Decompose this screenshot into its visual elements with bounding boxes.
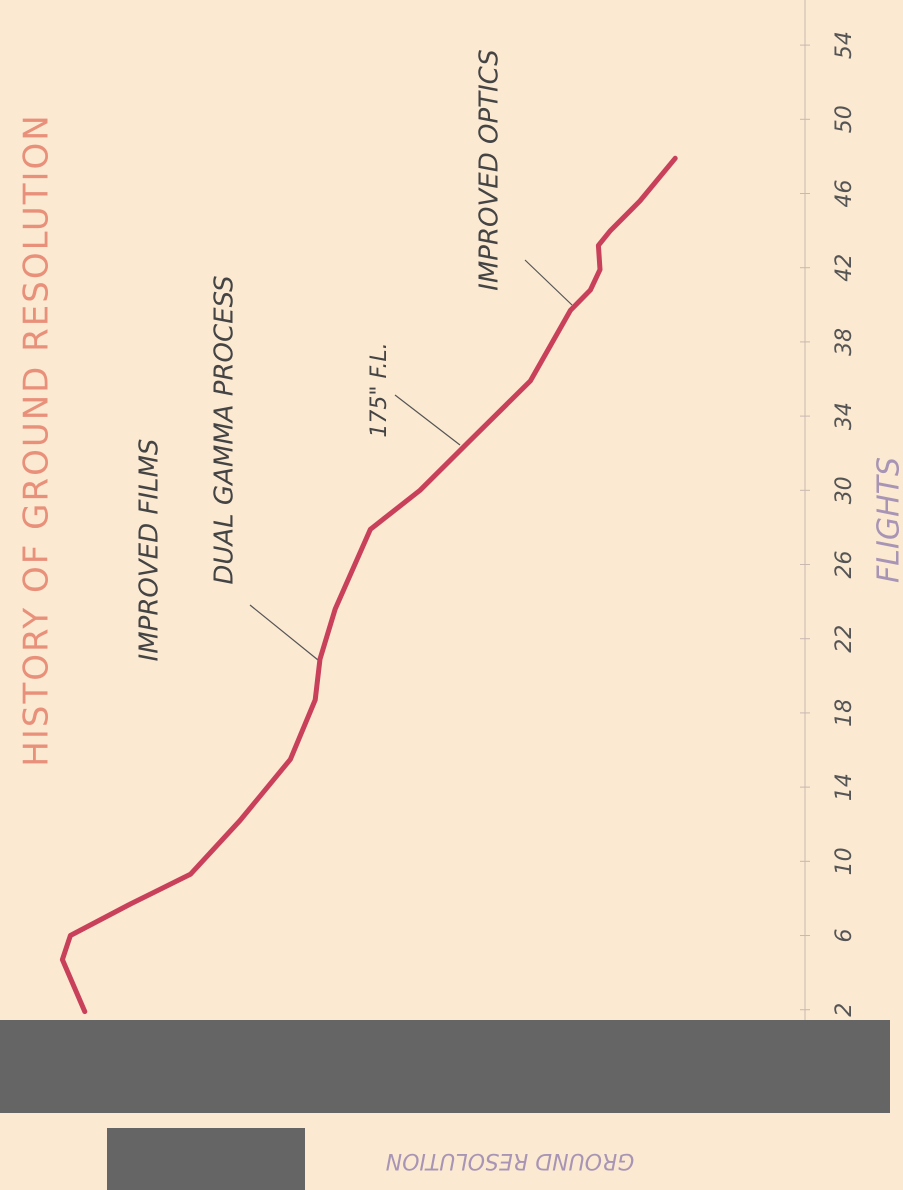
- annotation-arrows: [249, 259, 573, 661]
- x-tick-label: 30: [832, 476, 857, 504]
- x-tick-label: 42: [832, 254, 857, 282]
- x-tick-label: 22: [832, 625, 857, 653]
- y-axis-label: GROUND RESOLUTION: [386, 1148, 635, 1173]
- x-tick-label: 50: [832, 105, 857, 133]
- arrow: [394, 394, 461, 446]
- annotation: IMPROVED FILMS: [135, 439, 165, 662]
- redaction: [107, 1128, 305, 1190]
- x-tick-label: 18: [832, 699, 857, 727]
- x-tick-label: 34: [832, 402, 857, 430]
- redaction: [0, 1020, 890, 1113]
- x-tick-label: 26: [832, 551, 857, 579]
- x-tick-label: 14: [832, 773, 857, 801]
- x-tick-label: 6: [832, 929, 857, 943]
- annotation: 175" F.L.: [367, 342, 392, 437]
- x-tick-label: 38: [832, 328, 857, 356]
- x-tick-label: 10: [832, 847, 857, 875]
- x-tick-label: 2: [832, 1003, 857, 1017]
- line-series: [59, 155, 678, 1015]
- arrow: [524, 259, 573, 306]
- x-axis-label: FLIGHTS: [872, 457, 903, 583]
- chart-title: HISTORY OF GROUND RESOLUTION: [17, 113, 57, 766]
- annotation: IMPROVED OPTICS: [475, 49, 505, 291]
- annotation: DUAL GAMMA PROCESS: [210, 275, 240, 584]
- x-tick-label: 46: [832, 180, 857, 208]
- x-tick-label: 54: [832, 31, 857, 59]
- arrow: [249, 604, 319, 661]
